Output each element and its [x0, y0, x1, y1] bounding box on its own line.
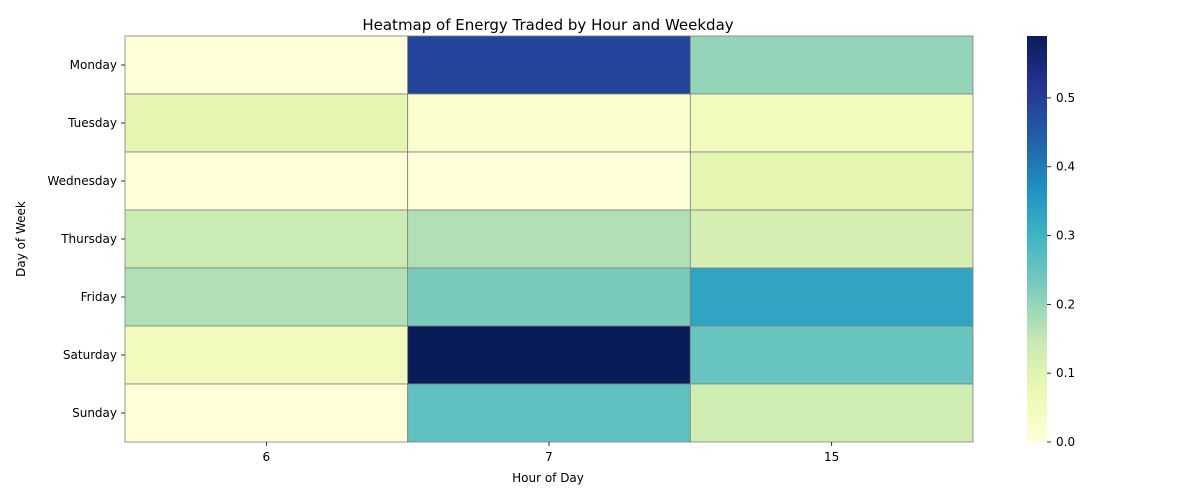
x-axis-title: Hour of Day — [512, 471, 584, 485]
heatmap-cell — [124, 209, 409, 269]
x-tick-label: 15 — [824, 450, 839, 464]
heatmap-cell — [124, 325, 409, 385]
chart-title: Heatmap of Energy Traded by Hour and Wee… — [362, 16, 733, 34]
heatmap-cell — [407, 325, 691, 385]
x-axis-ticks: 6 7 15 — [263, 442, 839, 464]
y-tick-label: Friday — [81, 290, 117, 304]
heatmap-cell — [407, 383, 691, 443]
heatmap-cell — [407, 35, 691, 95]
heatmap-cell — [407, 209, 691, 269]
heatmap-cell — [124, 151, 409, 211]
colorbar-tick-label: 0.0 — [1056, 435, 1075, 449]
colorbar-gradient — [1027, 36, 1047, 442]
heatmap-cell — [689, 209, 974, 269]
colorbar-tick-label: 0.4 — [1056, 160, 1075, 174]
y-tick-label: Thursday — [60, 232, 117, 246]
y-tick-label: Sunday — [72, 406, 117, 420]
heatmap-cell — [689, 151, 974, 211]
heatmap-cell — [689, 35, 974, 95]
colorbar-tick-label: 0.2 — [1056, 297, 1075, 311]
heatmap-cell — [124, 35, 409, 95]
y-tick-label: Saturday — [63, 348, 117, 362]
y-axis-title: Day of Week — [14, 201, 28, 277]
colorbar: 0.0 0.1 0.2 0.3 0.4 0.5 — [1027, 36, 1075, 449]
y-axis-ticks: Monday Tuesday Wednesday Thursday Friday Satu… — [48, 58, 125, 420]
y-tick-label: Monday — [70, 58, 117, 72]
x-tick-label: 6 — [263, 450, 271, 464]
colorbar-tick-label: 0.1 — [1056, 366, 1075, 380]
heatmap-cell — [124, 383, 409, 443]
heatmap-cell — [124, 93, 409, 153]
heatmap-cell — [689, 93, 974, 153]
heatmap-cell — [689, 383, 974, 443]
x-tick-label: 7 — [545, 450, 553, 464]
heatmap-cell — [407, 267, 691, 327]
heatmap-cell — [407, 93, 691, 153]
y-tick-label: Tuesday — [67, 116, 117, 130]
colorbar-tick-label: 0.5 — [1056, 91, 1075, 105]
colorbar-tick-label: 0.3 — [1056, 229, 1075, 243]
heatmap-cell — [689, 325, 974, 385]
heatmap-cells — [124, 35, 974, 443]
heatmap-cell — [407, 151, 691, 211]
heatmap-cell — [124, 267, 409, 327]
heatmap-cell — [689, 267, 974, 327]
y-tick-label: Wednesday — [48, 174, 117, 188]
